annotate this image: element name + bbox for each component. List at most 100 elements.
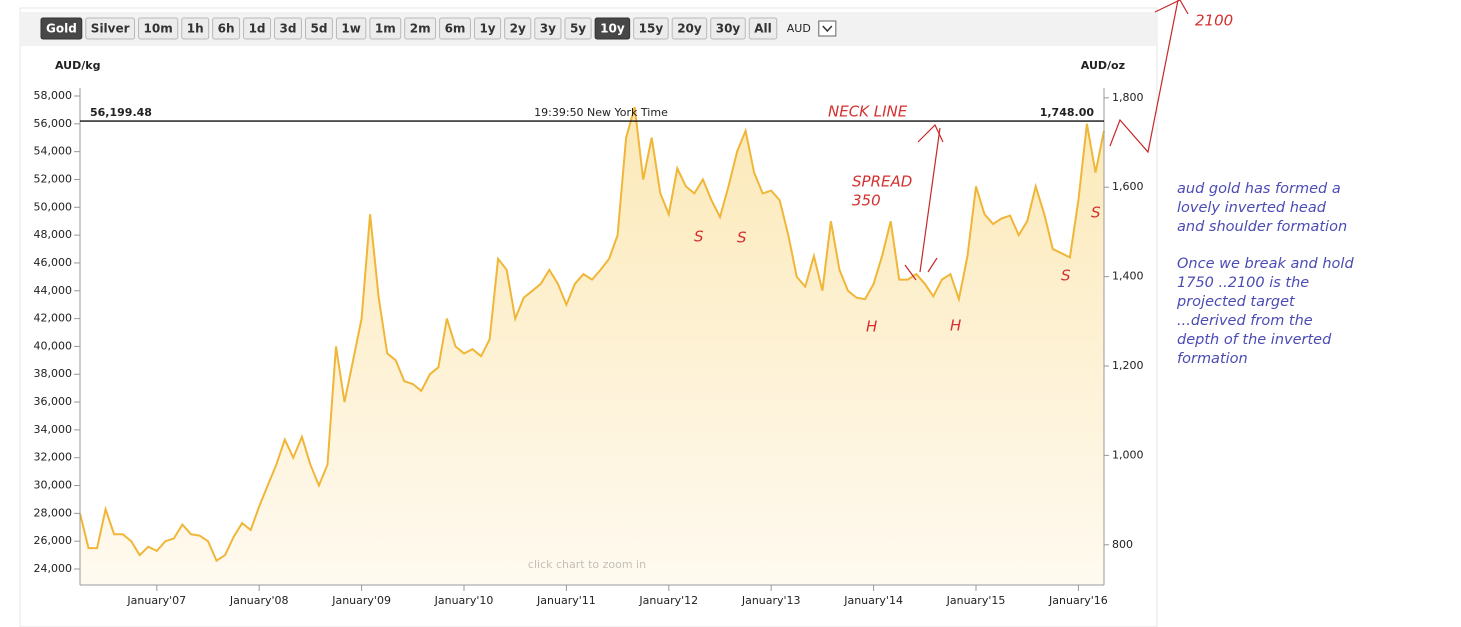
y-tick-label: 26,000 xyxy=(34,534,73,547)
toolbar-button[interactable] xyxy=(633,17,669,40)
target-arrowhead xyxy=(1154,0,1189,15)
note-line: projected target xyxy=(1176,294,1296,310)
x-tick-label: January'07 xyxy=(126,594,186,607)
y-tick-label: 34,000 xyxy=(34,423,73,436)
toolbar-button[interactable] xyxy=(304,17,333,40)
note-line: and shoulder formation xyxy=(1177,219,1347,235)
y-tick-label: 48,000 xyxy=(34,228,73,241)
toolbar-button[interactable] xyxy=(212,17,241,40)
note-line: depth of the inverted xyxy=(1177,332,1332,348)
annotation: S xyxy=(1091,204,1101,222)
x-tick-label: January'15 xyxy=(946,594,1006,607)
toolbar-button[interactable] xyxy=(748,17,778,40)
reference-label: 56,199.48 xyxy=(90,106,152,119)
y2-axis-label: AUD/oz xyxy=(1081,59,1125,72)
currency-dropdown[interactable] xyxy=(818,20,837,37)
toolbar-button[interactable] xyxy=(138,17,179,40)
annotation: H xyxy=(866,318,877,336)
toolbar-button[interactable] xyxy=(369,17,402,40)
annotation: 2100 xyxy=(1195,12,1233,30)
toolbar-button-label: 6m xyxy=(445,22,466,36)
toolbar-button-label: 5d xyxy=(310,22,327,36)
y-tick-label: 46,000 xyxy=(34,256,73,269)
annotation: SPREAD xyxy=(852,173,912,191)
hand-drawn-lines xyxy=(904,0,1189,281)
toolbar-button[interactable] xyxy=(243,17,272,40)
toolbar-button[interactable] xyxy=(671,17,708,40)
toolbar-button-label: 2y xyxy=(510,22,526,36)
note-line: 1750 ..2100 is the xyxy=(1177,275,1309,291)
toolbar-button[interactable] xyxy=(473,17,502,40)
toolbar-button-label: 6h xyxy=(218,22,235,36)
y-tick-label: 24,000 xyxy=(34,562,73,575)
toolbar-button-label: Silver xyxy=(91,22,130,36)
neck-arrow xyxy=(917,123,944,143)
dropdown-arrow xyxy=(822,25,833,33)
annotation: S xyxy=(737,229,747,247)
x-tick-label: January'12 xyxy=(638,594,698,607)
y2-tick-label: 1,000 xyxy=(1112,448,1144,461)
target-arrow xyxy=(1109,0,1179,154)
x-tick-label: January'14 xyxy=(843,594,903,607)
y2-tick-label: 1,600 xyxy=(1112,180,1144,193)
y2-tick-label: 1,200 xyxy=(1112,359,1144,372)
y-tick-label: 40,000 xyxy=(34,339,73,352)
reference-label-y2: 1,748.00 xyxy=(1040,106,1095,119)
x-tick-label: January'10 xyxy=(434,594,494,607)
zoom-hint: click chart to zoom in xyxy=(528,558,646,571)
x-tick-label: January'09 xyxy=(331,594,391,607)
y-tick-label: 36,000 xyxy=(34,395,73,408)
toolbar-button[interactable] xyxy=(504,17,532,40)
annotation: 350 xyxy=(852,192,881,210)
toolbar-button-label: 10m xyxy=(144,22,173,36)
x-tick-label: January'11 xyxy=(536,594,596,607)
x-tick-label: January'13 xyxy=(741,594,801,607)
toolbar-button-label: 3y xyxy=(540,22,556,36)
y-tick-label: 30,000 xyxy=(34,479,73,492)
note-line: formation xyxy=(1177,351,1248,367)
x-tick-label: January'08 xyxy=(229,594,289,607)
area-fill xyxy=(80,107,1104,585)
toolbar-button[interactable] xyxy=(85,17,136,40)
y-axis-label: AUD/kg xyxy=(55,59,100,72)
toolbar-button-label: 5y xyxy=(570,22,586,36)
annotation: H xyxy=(950,317,961,335)
note-line: ...derived from the xyxy=(1177,313,1313,329)
spread-line xyxy=(919,127,941,273)
toolbar-button-label: All xyxy=(754,22,772,36)
annotation: S xyxy=(1061,267,1071,285)
toolbar-button[interactable] xyxy=(181,17,210,40)
annotation: S xyxy=(694,228,704,246)
note-line: lovely inverted head xyxy=(1177,200,1327,216)
toolbar-button-label: 15y xyxy=(639,22,664,36)
toolbar-button[interactable] xyxy=(40,17,83,40)
plot: AUD/kgAUD/ozGOLDPRICE.ORG24,00026,00028,… xyxy=(34,59,1144,607)
price-line xyxy=(79,106,1105,563)
annotation: NECK LINE xyxy=(828,103,908,121)
y-tick-label: 28,000 xyxy=(34,506,73,519)
toolbar-button[interactable] xyxy=(439,17,471,40)
toolbar-button[interactable] xyxy=(710,17,746,40)
toolbar-button[interactable] xyxy=(274,17,302,40)
toolbar-button[interactable] xyxy=(564,17,592,40)
time-label: 19:39:50 New York Time xyxy=(534,106,668,119)
y-tick-label: 32,000 xyxy=(34,451,73,464)
toolbar-button-label: 30y xyxy=(716,22,741,36)
y2-tick-label: 1,400 xyxy=(1112,270,1144,283)
toolbar-button-label: 1h xyxy=(187,22,204,36)
y-tick-label: 58,000 xyxy=(34,89,73,102)
toolbar-button-label: 1w xyxy=(341,22,360,36)
toolbar-button-label: 1d xyxy=(249,22,266,36)
y-tick-label: 50,000 xyxy=(34,200,73,213)
toolbar-button-label: 1y xyxy=(479,22,495,36)
toolbar-button[interactable] xyxy=(594,17,631,40)
y-tick-label: 52,000 xyxy=(34,172,73,185)
y-tick-label: 56,000 xyxy=(34,117,73,130)
toolbar-button[interactable] xyxy=(404,17,437,40)
x-tick-label: January'16 xyxy=(1048,594,1108,607)
toolbar-button[interactable] xyxy=(534,17,562,40)
toolbar-button[interactable] xyxy=(335,17,367,40)
toolbar: Gold Silver 10m 1h 6h 1d 3d 5d 1w 1m 2m 6m 1y 2y 3y 5y 1… xyxy=(40,17,837,40)
